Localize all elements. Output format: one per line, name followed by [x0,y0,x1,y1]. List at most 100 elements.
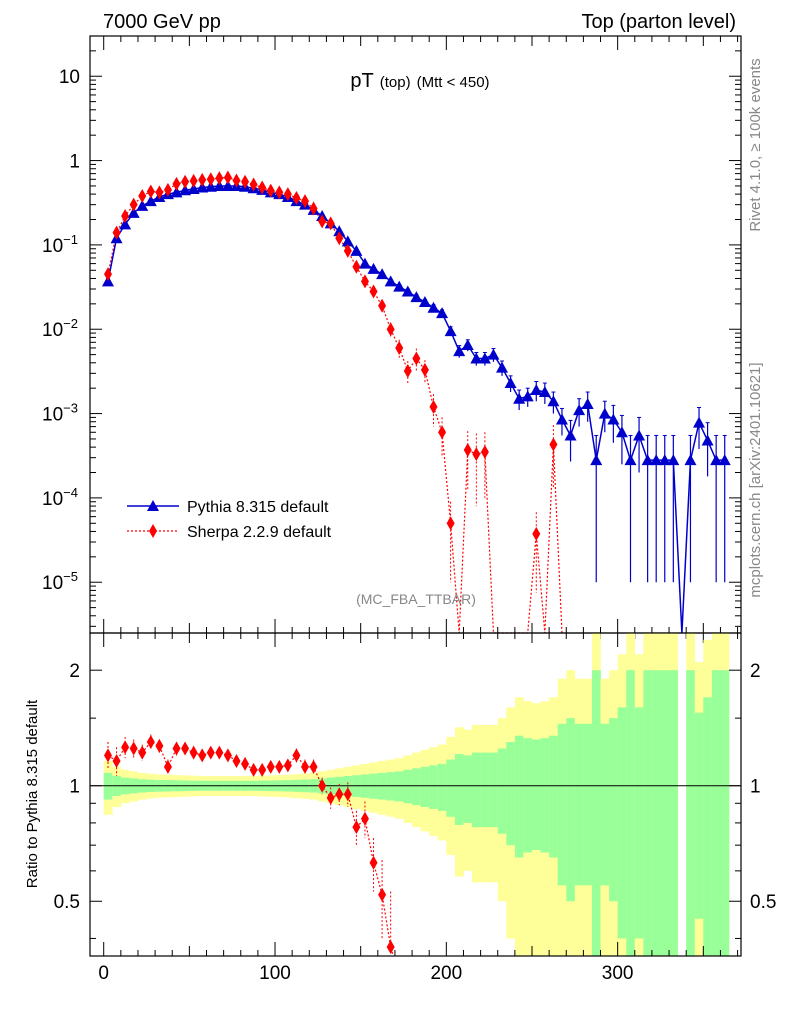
pythia-point [633,429,646,441]
band-inner [403,769,413,804]
ratio-sherpa-point [198,748,207,763]
band-inner [583,723,593,886]
ratio-sherpa-point [352,820,361,835]
pythia-point [436,307,449,319]
x-tick-label: 100 [259,963,291,984]
pythia-point [667,454,680,466]
ratio-sherpa-point [172,741,181,756]
sherpa-point [292,190,301,205]
ratio-sherpa-point [146,734,155,749]
band-inner [626,670,636,956]
ratio-frame [89,632,742,957]
ratio-sherpa-point [326,790,335,805]
sherpa-point [549,437,558,452]
band-inner [420,766,430,808]
ratio-sherpa-point [318,778,327,793]
x-tick-label: 200 [430,963,462,984]
band-inner [651,670,661,956]
rivet-label: Rivet 4.1.0, ≥ 100k events [747,58,764,231]
ratio-sherpa-point [215,745,224,760]
title-sub1: (top) [380,74,411,91]
ratio-sherpa-point [121,740,130,755]
main-ytick-label: 10−3 [42,401,78,426]
band-inner [720,670,730,956]
sherpa-point [446,516,455,531]
band-inner [703,697,713,956]
main-plot-area [101,170,731,634]
legend-sherpa-label: Sherpa 2.2.9 default [187,524,332,541]
pythia-point [418,296,431,308]
ratio-sherpa-point [369,855,378,870]
ratio-sherpa-point [275,759,284,774]
sherpa-point [343,243,352,258]
sherpa-point [129,197,138,212]
sherpa-point [360,274,369,289]
ratio-ytick-label-right: 1 [750,777,761,798]
x-tick-label: 0 [98,963,109,984]
pythia-point [718,454,731,466]
sherpa-point [249,177,258,192]
band-inner [523,738,533,853]
sherpa-point [172,176,181,191]
pythia-point [573,404,586,416]
sherpa-point [326,216,335,231]
pythia-point [598,407,611,419]
title-main: pT [350,70,373,92]
pythia-point [127,206,140,218]
sherpa-point [232,173,241,188]
legend: Pythia 8.315 default Sherpa 2.2.9 defaul… [127,499,332,541]
legend-pythia-marker [147,500,159,511]
pythia-point [547,395,560,407]
ratio-ytick-label-right: 0.5 [750,892,776,913]
band-inner [480,752,490,828]
band-inner [103,772,113,800]
legend-pythia-label: Pythia 8.315 default [187,499,329,516]
pythia-point [615,426,628,438]
pythia-point [367,262,380,274]
sherpa-point [309,201,318,216]
band-inner [386,772,396,801]
sherpa-point [352,259,361,274]
sherpa-point [335,231,344,246]
sherpa-point [241,174,250,189]
band-inner [574,723,584,886]
sherpa-point [258,180,267,195]
band-inner [437,763,447,811]
pythia-point [179,184,192,196]
band-inner [377,772,387,800]
ratio-sherpa-point [189,745,198,760]
sherpa-point [112,225,121,240]
pythia-point [410,291,423,303]
sherpa-point [532,526,541,541]
band-inner [557,723,567,886]
sherpa-point [429,399,438,414]
ratio-sherpa-point [292,748,301,763]
main-ytick-label: 10−5 [42,569,78,594]
ratio-sherpa-point [360,811,369,826]
band-inner [506,741,516,846]
x-tick-label: 300 [602,963,634,984]
ratio-sherpa-point [343,787,352,802]
band-inner [446,759,456,817]
sherpa-point [138,189,147,204]
band-inner [489,752,499,828]
sherpa-point [403,363,412,378]
band-inner [412,768,421,806]
pythia-point [538,386,551,398]
ratio-sherpa-point [138,745,147,760]
pythia-point [119,218,132,230]
band-inner [617,707,627,939]
band-inner [600,723,610,886]
main-panel: 10 1 10−1 10−2 10−3 10−4 10−5 pT (top) (Mtt < 45… [42,35,742,647]
sherpa-point [420,362,429,377]
pythia-point [333,225,346,237]
ratio-sherpa-point [249,762,258,777]
ratio-sherpa-point [378,887,387,902]
pythia-point [521,390,534,402]
ratio-sherpa-point [112,753,121,768]
pythia-point [196,181,209,193]
pythia-point [350,244,363,256]
pythia-point [564,429,577,441]
sherpa-point [189,173,198,188]
